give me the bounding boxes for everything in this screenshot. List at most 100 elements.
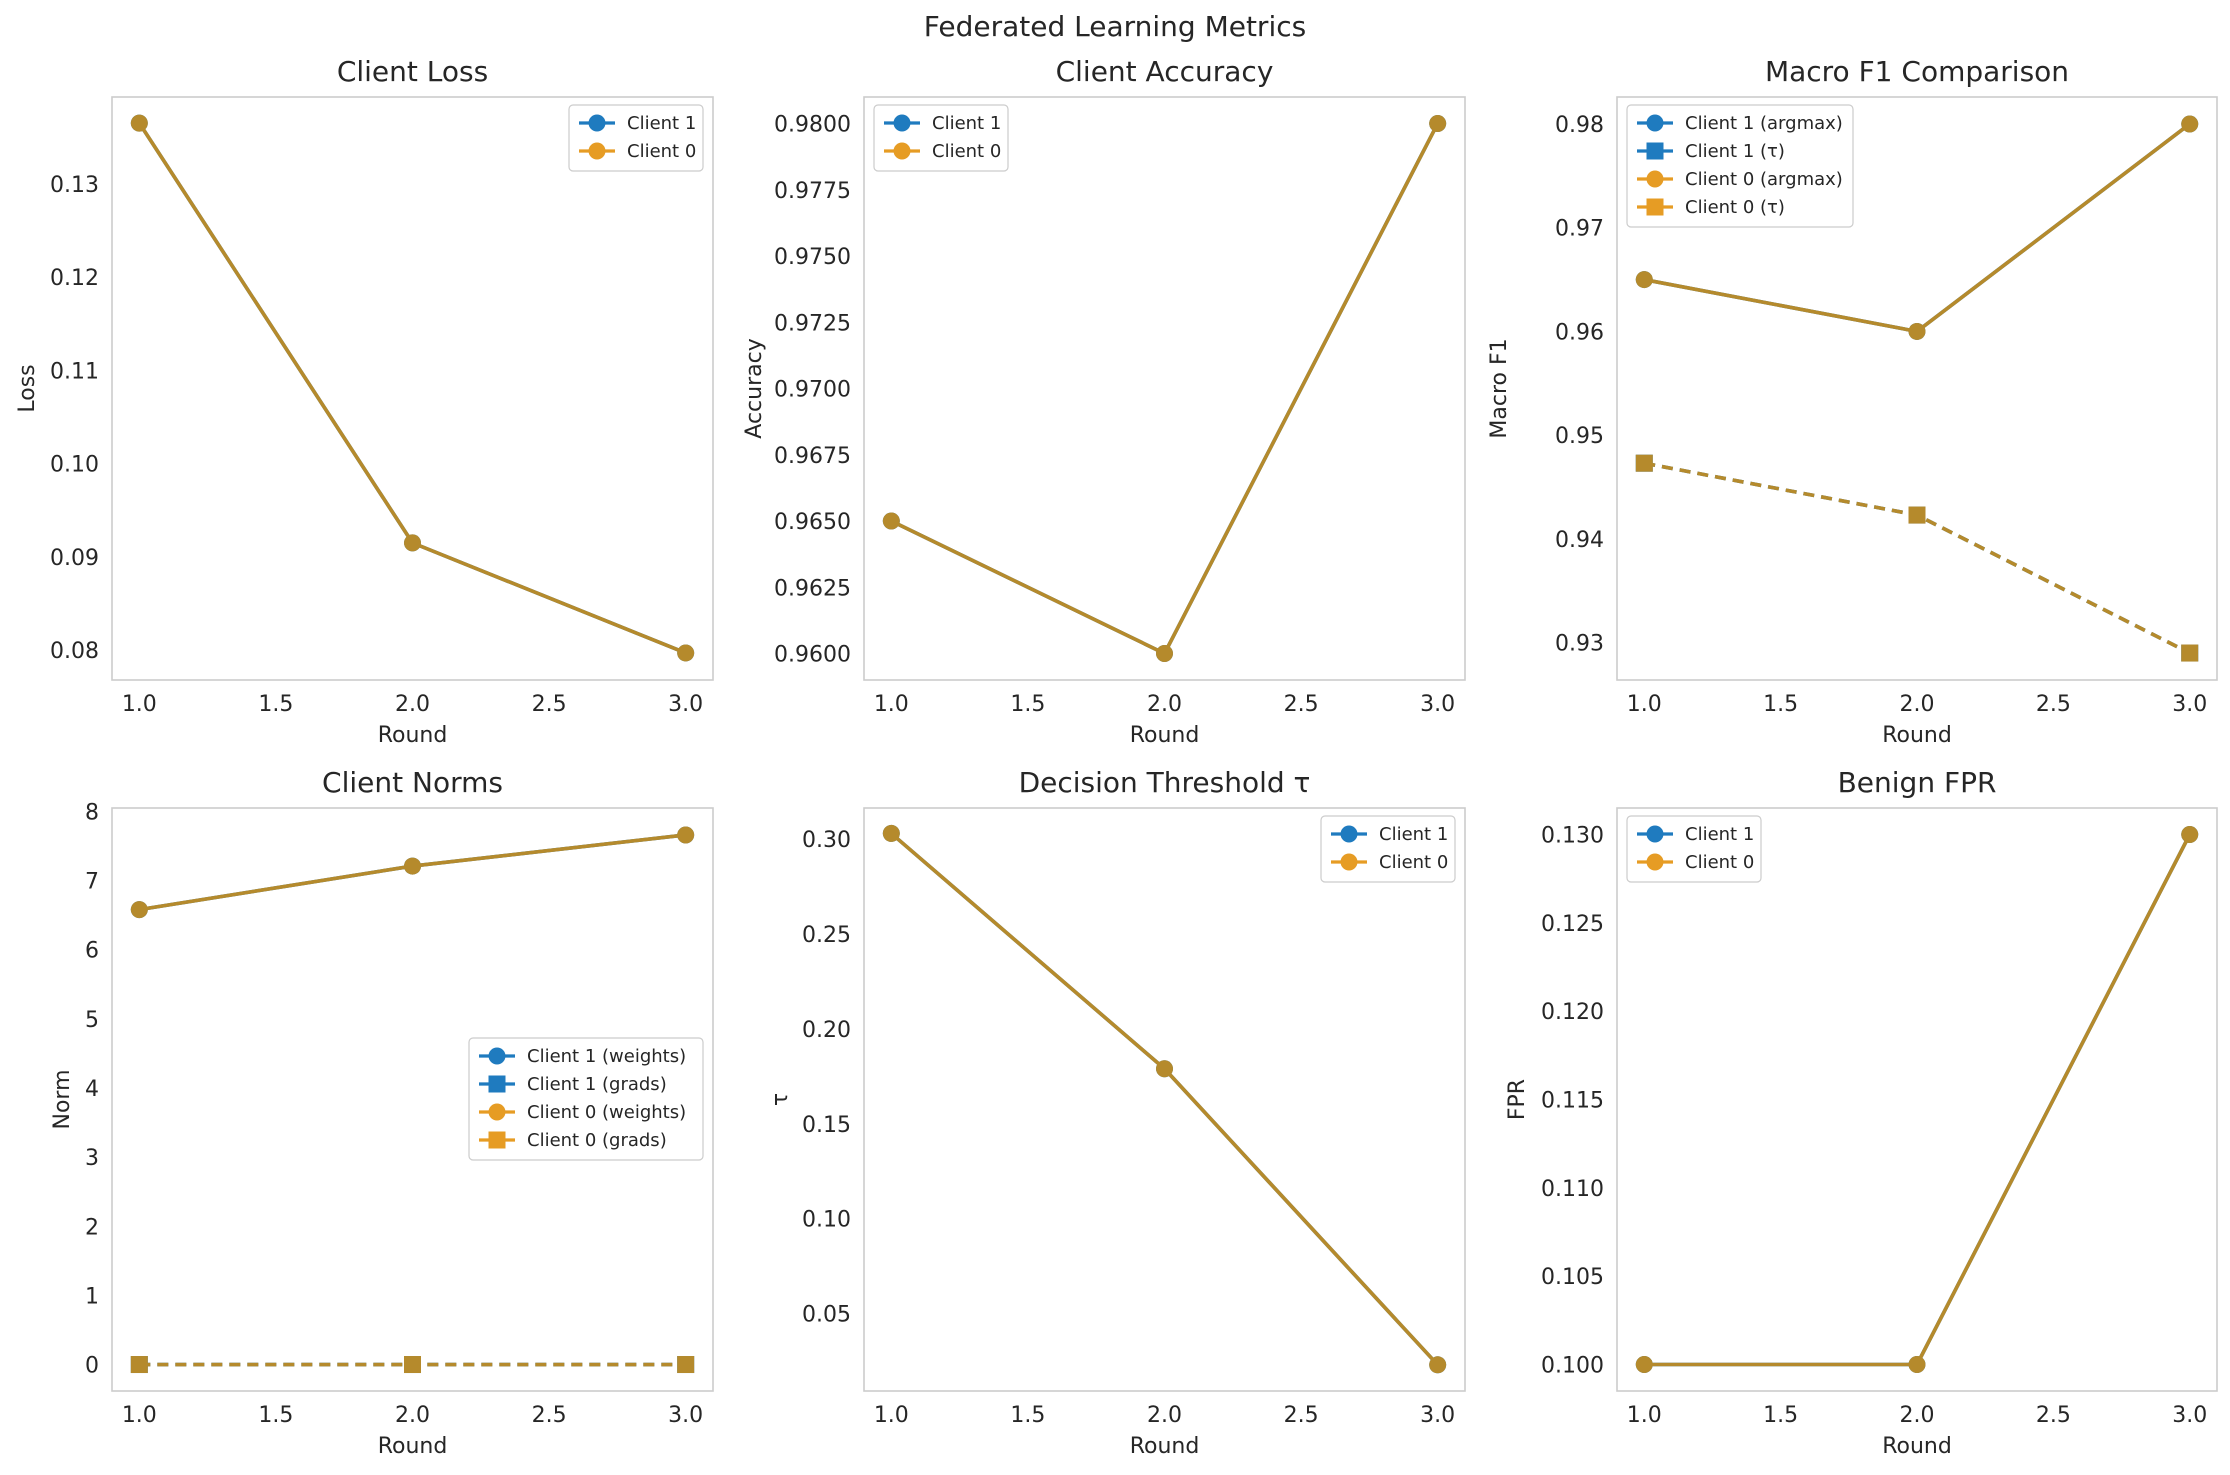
legend-label: Client 1 (932, 113, 1001, 134)
legend-marker (488, 1103, 506, 1121)
legend-item: Client 0 (τ) (1637, 197, 1785, 218)
legend-label: Client 1 (argmax) (1685, 113, 1843, 134)
legend-marker (1646, 114, 1664, 132)
panel-title: Benign FPR (1838, 766, 1997, 799)
x-tick-label: 2.5 (1284, 692, 1319, 717)
series-2 (882, 115, 1447, 662)
y-tick-label: 0.120 (1541, 1000, 1604, 1025)
y-tick-label: 0.96 (1555, 320, 1604, 345)
y-tick-label: 0.94 (1555, 528, 1604, 553)
legend-marker (588, 142, 606, 160)
x-tick-label: 3.0 (2172, 1403, 2207, 1428)
legend-marker (488, 1075, 506, 1093)
y-axis-label: Accuracy (742, 338, 767, 438)
legend-item: Client 1 (579, 113, 696, 134)
data-point (1635, 271, 1653, 289)
x-tick-label: 2.0 (1900, 1403, 1935, 1428)
x-axis-label: Round (1882, 723, 1952, 748)
legend-marker (1646, 853, 1664, 871)
legend-label: Client 1 (grads) (527, 1074, 667, 1095)
data-point (1156, 645, 1173, 662)
x-tick-label: 1.0 (122, 1403, 157, 1428)
legend-marker (1646, 825, 1664, 843)
panel-title: Client Loss (337, 55, 488, 88)
data-point (1429, 115, 1447, 132)
x-tick-label: 3.0 (668, 1403, 703, 1428)
plot-frame (863, 96, 1466, 681)
legend: Client 1 (weights) Client 1 (grads) Client… (468, 1037, 704, 1161)
x-tick-label: 1.0 (1627, 1403, 1662, 1428)
x-tick-label: 1.0 (874, 1403, 909, 1428)
data-point (1429, 1356, 1447, 1374)
legend-label: Client 0 (932, 141, 1001, 162)
data-point (2181, 644, 2199, 662)
panel-1: 1.0 1.5 2.0 2.5 3.0 0.08 0.09 0.10 0.11 0.12 0.13 C… (15, 55, 714, 748)
y-tick-label: 0.110 (1541, 1177, 1604, 1202)
x-tick-label: 3.0 (1420, 1403, 1455, 1428)
y-tick-label: 0.05 (802, 1303, 851, 1328)
panel-6: 1.0 1.5 2.0 2.5 3.0 0.100 0.105 0.110 0.115 0.120… (1505, 766, 2218, 1459)
legend-label: Client 0 (627, 141, 696, 162)
y-tick-label: 0.09 (50, 546, 99, 571)
y-tick-label: 0.93 (1555, 632, 1604, 657)
data-point (1635, 454, 1653, 472)
x-tick-label: 2.0 (395, 692, 430, 717)
x-tick-label: 2.5 (2036, 1403, 2071, 1428)
series-4 (1635, 454, 2199, 662)
panel-title: Decision Threshold τ (1019, 766, 1311, 799)
legend-label: Client 1 (1379, 824, 1448, 845)
legend-item: Client 1 (τ) (1637, 141, 1785, 162)
panel-2: 1.0 1.5 2.0 2.5 3.0 0.9600 0.9625 0.9650 0.9675 0… (742, 55, 1466, 748)
panel-title: Client Norms (322, 766, 503, 799)
y-tick-label: 0.10 (802, 1208, 851, 1233)
legend-label: Client 0 (1379, 852, 1448, 873)
data-point (130, 1356, 148, 1374)
x-axis-label: Round (1882, 1434, 1952, 1459)
y-axis-label: τ (768, 1093, 793, 1106)
x-tick-label: 2.0 (1900, 692, 1935, 717)
x-tick-label: 1.0 (874, 692, 909, 717)
legend-marker (893, 142, 911, 160)
legend-item: Client 1 (weights) (479, 1046, 686, 1067)
x-axis-label: Round (378, 723, 448, 748)
legend-label: Client 0 (argmax) (1685, 169, 1843, 190)
x-tick-label: 2.0 (1147, 692, 1182, 717)
y-axis-label: Loss (15, 364, 40, 412)
y-tick-label: 0.25 (802, 923, 851, 948)
legend-label: Client 1 (627, 113, 696, 134)
legend-label: Client 1 (weights) (527, 1046, 686, 1067)
data-point (130, 114, 148, 132)
x-tick-label: 2.0 (395, 1403, 430, 1428)
data-point (677, 1356, 695, 1374)
data-point (1156, 1060, 1173, 1078)
series-2 (1635, 826, 2199, 1373)
legend-marker (488, 1131, 506, 1149)
data-point (130, 901, 148, 919)
y-tick-label: 0.9600 (774, 643, 851, 668)
data-point (677, 826, 695, 844)
y-tick-label: 7 (85, 870, 99, 895)
y-tick-label: 2 (85, 1215, 99, 1240)
series-2 (882, 824, 1447, 1374)
legend-label: Client 1 (1685, 824, 1754, 845)
figure-title: Federated Learning Metrics (924, 10, 1306, 43)
x-tick-label: 1.5 (1010, 692, 1045, 717)
legend-marker (1646, 198, 1664, 216)
y-tick-label: 0.13 (50, 173, 99, 198)
y-axis-label: Macro F1 (1487, 338, 1512, 438)
x-axis-label: Round (1130, 1434, 1200, 1459)
y-tick-label: 0.9800 (774, 113, 851, 138)
y-axis-label: Norm (50, 1069, 75, 1129)
y-tick-label: 6 (85, 939, 99, 964)
x-tick-label: 3.0 (668, 692, 703, 717)
legend-marker (1646, 142, 1664, 160)
legend-marker (1340, 825, 1358, 843)
legend-item: Client 1 (884, 113, 1001, 134)
x-tick-label: 1.5 (1763, 692, 1798, 717)
legend-item: Client 0 (1331, 852, 1448, 873)
legend-marker (893, 114, 911, 132)
legend-item: Client 0 (weights) (479, 1102, 686, 1123)
y-tick-label: 0.15 (802, 1113, 851, 1138)
